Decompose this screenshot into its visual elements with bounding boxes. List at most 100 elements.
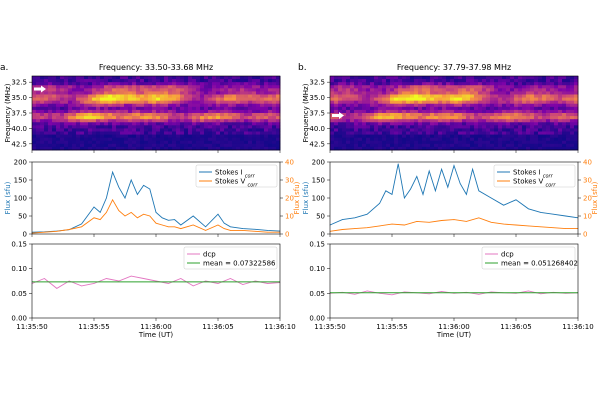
spectrogram-cell bbox=[216, 134, 221, 139]
spectrogram-cell bbox=[338, 122, 343, 126]
spectrogram-cell bbox=[128, 125, 133, 129]
spectrogram-cell bbox=[52, 122, 57, 126]
spectrogram-cell bbox=[152, 103, 157, 108]
spectrogram-cell bbox=[80, 103, 85, 108]
spectrogram-ytick-label: 32.5 bbox=[11, 79, 27, 87]
spectrogram-cell bbox=[200, 146, 205, 151]
stokes-v-point bbox=[565, 228, 566, 229]
spectrogram-cell bbox=[72, 143, 77, 148]
spectrogram-cell bbox=[382, 128, 387, 132]
spectrogram-cell bbox=[466, 100, 471, 105]
spectrogram-cell bbox=[140, 109, 145, 114]
spectrogram-cell bbox=[386, 125, 391, 129]
spectrogram-cell bbox=[414, 146, 419, 151]
spectrogram-cell bbox=[490, 88, 495, 92]
spectrogram-cell bbox=[120, 137, 125, 142]
spectrogram-cell bbox=[518, 88, 523, 92]
spectrogram-cell bbox=[112, 97, 117, 102]
spectrogram-cell bbox=[422, 103, 427, 108]
spectrogram-cell bbox=[224, 97, 229, 102]
spectrogram-cell bbox=[486, 82, 491, 86]
spectrogram bbox=[330, 76, 579, 151]
spectrogram-cell bbox=[414, 137, 419, 142]
spectrogram-cell bbox=[446, 79, 451, 83]
spectrogram-cell bbox=[132, 79, 137, 83]
dcp-point bbox=[168, 283, 169, 284]
spectrogram-cell bbox=[84, 106, 89, 111]
spectrogram-cell bbox=[486, 137, 491, 142]
stokes-i-point bbox=[466, 194, 467, 195]
spectrogram-cell bbox=[152, 137, 157, 142]
spectrogram-cell bbox=[156, 119, 161, 123]
spectrogram-cell bbox=[574, 140, 579, 145]
spectrogram-cell bbox=[84, 88, 89, 92]
spectrogram-cell bbox=[418, 134, 423, 139]
spectrogram-cell bbox=[84, 103, 89, 108]
spectrogram-cell bbox=[248, 128, 253, 132]
spectrogram-cell bbox=[550, 88, 555, 92]
spectrogram-cell bbox=[92, 134, 97, 139]
dcp-point bbox=[242, 284, 244, 285]
spectrogram-cell bbox=[522, 91, 527, 95]
spectrogram-cell bbox=[32, 140, 37, 145]
spectrogram-cell bbox=[530, 97, 535, 102]
spectrogram-cell bbox=[566, 76, 571, 80]
spectrogram-cell bbox=[208, 106, 213, 111]
spectrogram-cell bbox=[330, 143, 335, 148]
spectrogram-cell bbox=[510, 137, 515, 142]
spectrogram-cell bbox=[132, 128, 137, 132]
spectrogram-cell bbox=[402, 103, 407, 108]
stokes-v-point bbox=[552, 227, 554, 228]
spectrogram-cell bbox=[264, 137, 269, 142]
spectrogram-cell bbox=[566, 88, 571, 92]
spectrogram-cell bbox=[112, 79, 117, 83]
spectrogram-cell bbox=[196, 140, 201, 145]
spectrogram-cell bbox=[526, 106, 531, 111]
spectrogram-cell bbox=[346, 106, 351, 111]
spectrogram-cell bbox=[252, 116, 257, 120]
spectrogram-cell bbox=[208, 100, 213, 105]
spectrogram-cell bbox=[526, 137, 531, 142]
spectrogram-cell bbox=[216, 106, 221, 111]
spectrogram-cell bbox=[530, 134, 535, 139]
spectrogram-cell bbox=[494, 109, 499, 114]
spectrogram-cell bbox=[390, 137, 395, 142]
spectrogram-cell bbox=[152, 79, 157, 83]
spectrogram-cell bbox=[48, 116, 53, 120]
spectrogram-cell bbox=[386, 97, 391, 102]
spectrogram-cell bbox=[470, 85, 475, 89]
spectrogram-cell bbox=[96, 122, 101, 126]
spectrogram-cell bbox=[204, 82, 209, 86]
spectrogram-cell bbox=[442, 109, 447, 114]
spectrogram-cell bbox=[188, 88, 193, 92]
spectrogram-cell bbox=[446, 140, 451, 145]
spectrogram-cell bbox=[32, 91, 37, 95]
spectrogram-cell bbox=[398, 88, 403, 92]
spectrogram-cell bbox=[260, 79, 265, 83]
spectrogram-cell bbox=[60, 82, 65, 86]
spectrogram-cell bbox=[462, 85, 467, 89]
spectrogram-cell bbox=[534, 143, 539, 148]
spectrogram-cell bbox=[208, 76, 213, 80]
spectrogram-cell bbox=[232, 109, 237, 114]
spectrogram-cell bbox=[470, 137, 475, 142]
spectrogram-cell bbox=[498, 106, 503, 111]
spectrogram-cell bbox=[486, 76, 491, 80]
spectrogram-cell bbox=[216, 79, 221, 83]
stokes-i-point bbox=[342, 219, 343, 220]
spectrogram-cell bbox=[188, 146, 193, 151]
spectrogram-cell bbox=[272, 88, 277, 92]
spectrogram-cell bbox=[494, 106, 499, 111]
spectrogram-cell bbox=[244, 91, 249, 95]
stokes-i-point bbox=[472, 168, 473, 170]
spectrogram-cell bbox=[406, 116, 411, 120]
spectrogram-cell bbox=[264, 79, 269, 83]
spectrogram-cell bbox=[256, 140, 261, 145]
spectrogram-cell bbox=[506, 119, 511, 123]
spectrogram-cell bbox=[398, 94, 403, 98]
spectrogram-cell bbox=[272, 137, 277, 142]
spectrogram-cell bbox=[526, 134, 531, 139]
spectrogram-cell bbox=[562, 122, 567, 126]
spectrogram-cell bbox=[498, 122, 503, 126]
spectrogram-cell bbox=[168, 100, 173, 105]
